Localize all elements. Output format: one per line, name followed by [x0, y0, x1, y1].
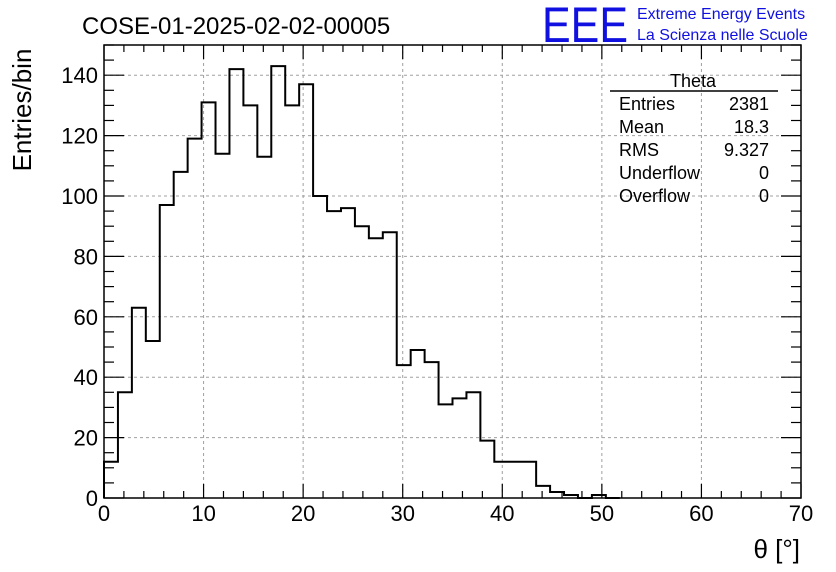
- page-title: COSE-01-2025-02-02-00005: [82, 13, 390, 40]
- stats-row-label: RMS: [619, 140, 659, 160]
- stats-row-label: Entries: [619, 94, 675, 114]
- x-tick-label: 60: [689, 501, 713, 526]
- y-tick-label: 80: [74, 244, 98, 269]
- stats-rows: Entries 2381 Mean 18.3 RMS 9.327 Underflow 0 Ove…: [619, 94, 769, 206]
- x-axis-label: θ [°]: [753, 534, 800, 564]
- histogram-layer: [103, 65, 620, 499]
- stats-row-value: 9.327: [724, 140, 769, 160]
- x-tick-label: 10: [191, 501, 215, 526]
- stats-row-label: Underflow: [619, 163, 701, 183]
- stats-row-label: Mean: [619, 117, 664, 137]
- y-tick-label: 120: [61, 124, 98, 149]
- x-tick-label: 0: [98, 501, 110, 526]
- y-tick-label: 40: [74, 365, 98, 390]
- stats-row-label: Overflow: [619, 186, 691, 206]
- tick-layer: [103, 44, 802, 499]
- x-tick-label: 70: [789, 501, 813, 526]
- eee-logo: EEE Extreme Energy Events La Scienza nel…: [542, 0, 808, 53]
- stats-row-value: 18.3: [734, 117, 769, 137]
- y-axis-label: Entries/bin: [7, 49, 37, 172]
- stats-row-value: 0: [759, 163, 769, 183]
- logo-mark: EEE: [542, 0, 628, 53]
- y-tick-label: 60: [74, 305, 98, 330]
- y-tick-labels: 0 20 40 60 80 100 120 140: [61, 63, 98, 511]
- stats-title: Theta: [670, 71, 717, 91]
- y-tick-label: 100: [61, 184, 98, 209]
- histogram-line: [103, 65, 620, 499]
- stats-box: Theta Entries 2381 Mean 18.3 RMS 9.327 Underfl…: [610, 71, 778, 206]
- y-tick-label: 20: [74, 426, 98, 451]
- x-tick-label: 50: [590, 501, 614, 526]
- stats-row-value: 2381: [729, 94, 769, 114]
- y-tick-label: 0: [86, 486, 98, 511]
- y-tick-label: 140: [61, 63, 98, 88]
- logo-line2: La Scienza nelle Scuole: [637, 27, 808, 44]
- x-tick-label: 30: [390, 501, 414, 526]
- x-tick-label: 20: [291, 501, 315, 526]
- logo-line1: Extreme Energy Events: [637, 6, 805, 23]
- x-tick-label: 40: [490, 501, 514, 526]
- x-tick-labels: 0 10 20 30 40 50 60 70: [98, 501, 813, 526]
- grid-layer: [104, 45, 801, 498]
- stats-row-value: 0: [759, 186, 769, 206]
